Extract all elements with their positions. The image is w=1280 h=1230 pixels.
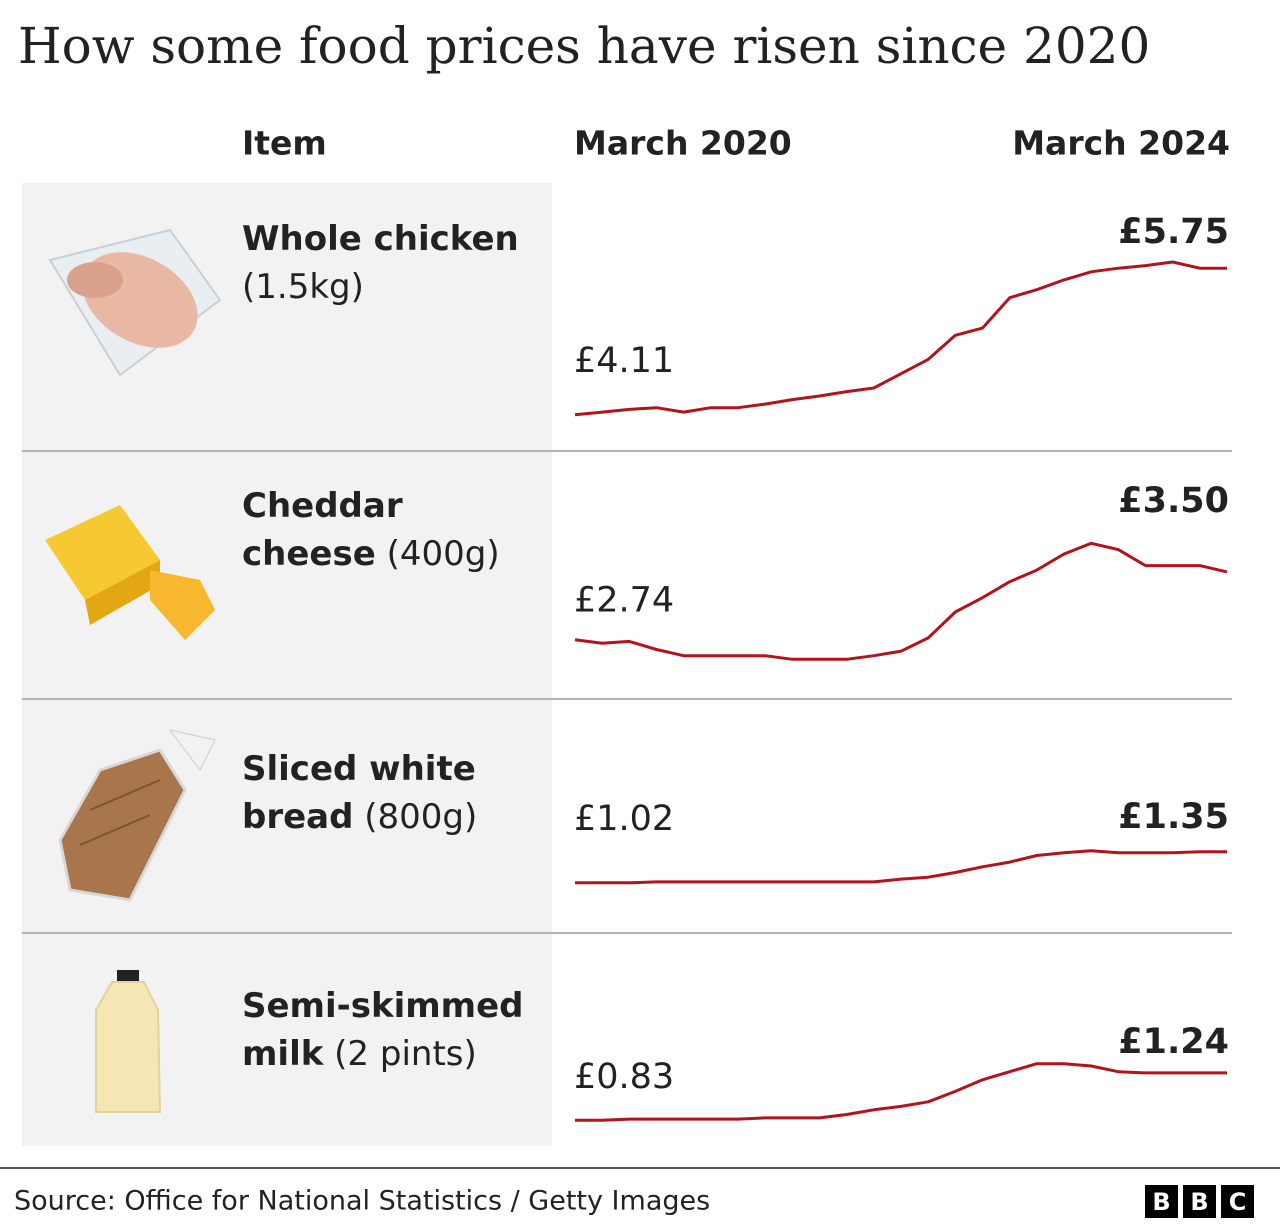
price-line [575, 849, 1227, 885]
end-price: £3.50 [1118, 481, 1229, 521]
source: Source: Office for National Statistics /… [14, 1186, 710, 1217]
start-price: £2.74 [574, 581, 674, 621]
column-header: Item [242, 124, 327, 163]
item: Whole chicken [242, 219, 519, 259]
item: Sliced white bread [242, 749, 476, 837]
logo-letter: B [1152, 1188, 1170, 1216]
item-size: (800g) [364, 797, 478, 837]
end-price: £5.75 [1118, 212, 1229, 252]
start-price: £4.11 [574, 341, 674, 381]
price-line [574, 260, 1227, 417]
logo-box [1221, 1185, 1254, 1218]
price-line [575, 1062, 1227, 1122]
price-line [574, 541, 1228, 661]
logo-box [1183, 1185, 1216, 1218]
column-header: March 2024 [1012, 124, 1230, 163]
cheese-icon [45, 505, 215, 640]
start-price: £1.02 [574, 799, 674, 839]
logo-letter: B [1190, 1188, 1208, 1216]
start-price: £0.83 [574, 1057, 674, 1097]
bread-icon [58, 729, 216, 902]
item-size: (400g) [386, 534, 500, 574]
item-name: Semi-skimmed milk (2 pints) [242, 982, 547, 1078]
milk-icon [95, 970, 162, 1113]
item-name: Sliced white bread (800g) [242, 745, 547, 841]
end-price: £1.35 [1118, 797, 1229, 837]
chicken-icon [48, 228, 222, 377]
title: How some food prices have risen since 20… [18, 17, 1150, 75]
logo-letter: C [1229, 1188, 1247, 1216]
item-size: (2 pints) [334, 1034, 477, 1074]
icons [45, 228, 222, 1113]
item: Cheddar cheese [242, 486, 403, 574]
column-header: March 2020 [574, 124, 792, 163]
end-price: £1.24 [1118, 1022, 1229, 1062]
item: Semi-skimmed milk [242, 986, 524, 1074]
item-name: Whole chicken (1.5kg) [242, 215, 547, 311]
item-size: (1.5kg) [242, 267, 364, 307]
item-name: Cheddar cheese (400g) [242, 482, 547, 578]
logo-box [1145, 1185, 1178, 1218]
rows: £4.11 £5.75 £2.74 £3.50 £1.02 £1.35 £0.83 £1.24 [22, 183, 1232, 1146]
